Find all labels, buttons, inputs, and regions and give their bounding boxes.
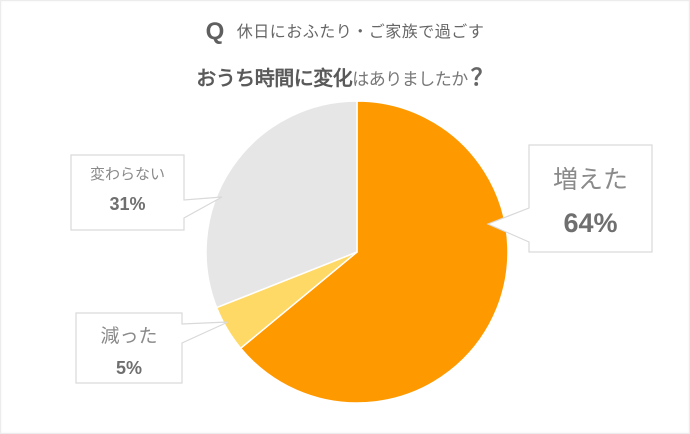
- pie-slice-increased: [239, 100, 509, 404]
- question-line-1: Q 休日におふたり・ご家族で過ごす: [0, 18, 690, 46]
- question-mark: ？: [470, 64, 494, 90]
- question-line-2: おうち時間に変化はありましたか？: [0, 58, 690, 92]
- callout-increased: 増えた 64%: [529, 160, 652, 239]
- callout-decreased: 減った 5%: [76, 321, 182, 379]
- callout-unchanged: 変わらない 31%: [71, 163, 184, 215]
- question-text-1: 休日におふたり・ご家族で過ごす: [236, 22, 485, 41]
- callout-value-unchanged: 31%: [109, 194, 146, 214]
- q-mark: Q: [205, 18, 225, 45]
- question-text-2: はありましたか: [352, 70, 468, 90]
- callout-value-decreased: 5%: [115, 358, 142, 378]
- callout-box-unchanged: [70, 154, 223, 231]
- callout-label-increased: 増えた: [552, 165, 628, 194]
- callout-box-increased: [486, 144, 653, 253]
- callout-label-unchanged: 変わらない: [89, 165, 165, 183]
- pie-slices: [205, 100, 509, 404]
- pie-slice-unchanged: [205, 100, 358, 309]
- callout-label-decreased: 減った: [100, 325, 158, 347]
- callout-value-increased: 64%: [563, 208, 618, 238]
- callout-box-decreased: [75, 312, 229, 384]
- question-emphasis: おうち時間に変化: [196, 66, 353, 90]
